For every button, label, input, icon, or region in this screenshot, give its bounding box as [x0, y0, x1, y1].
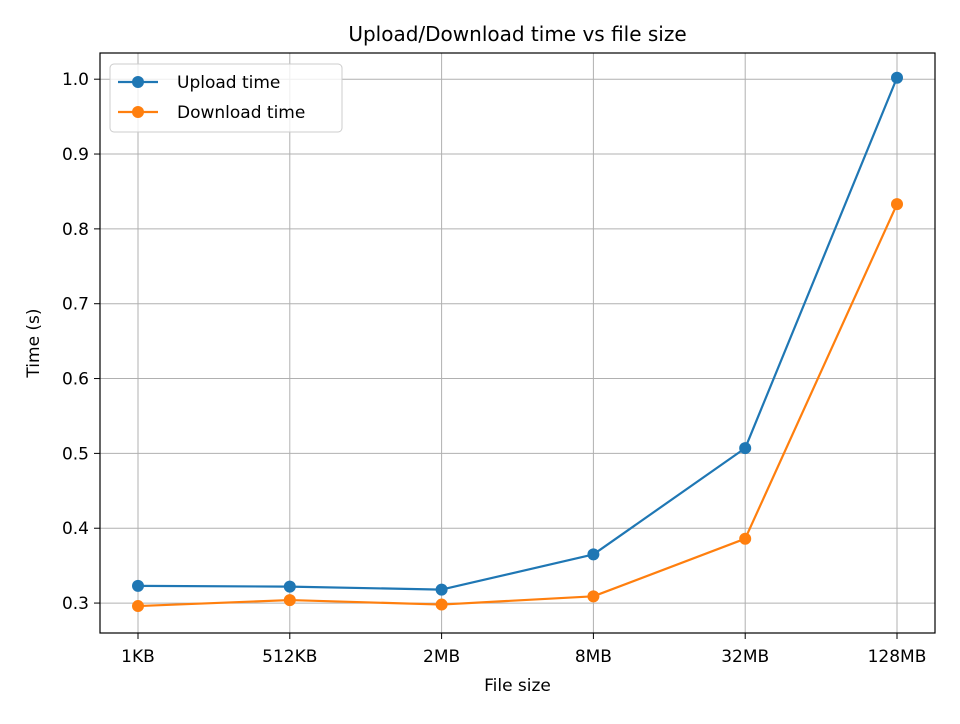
series-lines [132, 71, 903, 613]
x-tick-label: 32MB [721, 647, 769, 667]
y-axis-label: Time (s) [24, 308, 44, 378]
x-tick-label: 1KB [121, 647, 155, 667]
series-upload [132, 71, 903, 596]
x-axis-ticks: 1KB 512KB 2MB 8MB 32MB 128MB [121, 633, 926, 667]
data-point [283, 594, 296, 607]
data-point [739, 532, 752, 545]
y-axis-ticks: 0.3 0.4 0.5 0.6 0.7 0.8 0.9 1.0 [62, 70, 100, 614]
data-point [891, 71, 903, 84]
y-tick-label: 0.3 [62, 594, 89, 614]
y-tick-label: 0.6 [62, 370, 89, 390]
series-download [132, 198, 903, 613]
data-point [739, 442, 752, 455]
data-point [435, 583, 448, 596]
data-point [132, 600, 144, 613]
y-tick-label: 0.9 [62, 145, 89, 165]
legend-label-download: Download time [177, 103, 305, 123]
legend-marker-upload [132, 76, 144, 88]
grid-lines [100, 53, 935, 633]
y-tick-label: 0.7 [62, 295, 89, 315]
data-point [587, 590, 600, 603]
data-point [891, 198, 903, 211]
legend: Upload time Download time [109, 63, 343, 133]
legend-label-upload: Upload time [177, 73, 280, 93]
legend-entry-download: Download time [118, 103, 305, 123]
plot-area-frame [99, 52, 936, 634]
series-line [137, 203, 899, 608]
chart-title: Upload/Download time vs file size [348, 22, 686, 46]
data-point [132, 579, 144, 592]
data-point [283, 580, 296, 593]
y-tick-label: 1.0 [62, 70, 89, 90]
x-tick-label: 512KB [262, 647, 317, 667]
data-point [435, 598, 448, 611]
y-tick-label: 0.5 [62, 444, 89, 464]
y-tick-label: 0.8 [62, 220, 89, 240]
x-axis-label: File size [484, 676, 551, 696]
y-tick-label: 0.4 [62, 519, 89, 539]
x-tick-label: 2MB [423, 647, 460, 667]
data-point [587, 548, 600, 561]
series-line [137, 77, 899, 591]
legend-box [109, 63, 343, 133]
legend-marker-download [132, 106, 144, 118]
x-tick-label: 128MB [868, 647, 927, 667]
legend-entry-upload: Upload time [118, 73, 280, 93]
x-tick-label: 8MB [575, 647, 612, 667]
